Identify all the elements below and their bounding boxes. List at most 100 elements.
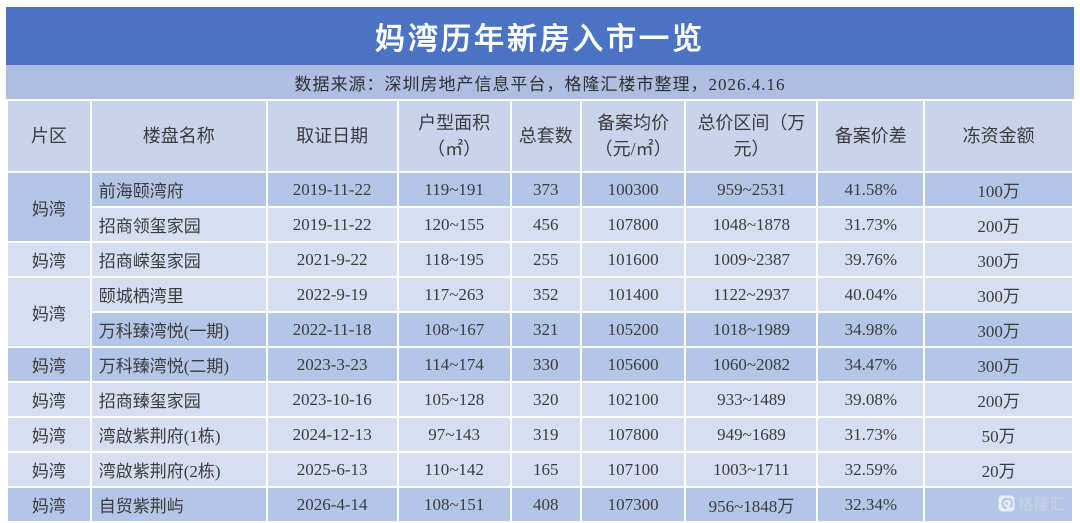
cell-unit-area: 97~143 bbox=[398, 418, 510, 451]
cell-total-units: 352 bbox=[511, 278, 580, 311]
col-header-unit-area: 户型面积（㎡） bbox=[398, 101, 510, 171]
cell-frozen-funds: 20万 bbox=[925, 453, 1072, 486]
cell-price-diff: 34.98% bbox=[818, 313, 924, 346]
cell-permit-date: 2026-4-14 bbox=[267, 488, 397, 521]
cell-total-units: 165 bbox=[511, 453, 580, 486]
cell-project-name: 万科臻湾悦(二期) bbox=[91, 348, 266, 381]
table-row: 妈湾 湾啟紫荆府(2栋) 2025-6-13 110~142 165 10710… bbox=[8, 453, 1072, 486]
cell-permit-date: 2021-9-22 bbox=[267, 243, 397, 276]
cell-total-units: 319 bbox=[511, 418, 580, 451]
table-row: 妈湾 前海颐湾府 2019-11-22 119~191 373 100300 9… bbox=[8, 173, 1072, 241]
cell-permit-date: 2023-3-23 bbox=[267, 348, 397, 381]
table-row: 妈湾 湾啟紫荆府(1栋) 2024-12-13 97~143 319 10780… bbox=[8, 418, 1072, 451]
cell-avg-price: 100300 bbox=[581, 173, 685, 206]
cell-price-range: 949~1689 bbox=[686, 418, 817, 451]
cell-permit-date: 2025-6-13 bbox=[267, 453, 397, 486]
cell-price-range: 956~1848万 bbox=[686, 488, 817, 521]
cell-total-units: 456 bbox=[511, 208, 580, 241]
cell-unit-area: 120~155 bbox=[398, 208, 510, 241]
table-row: 妈湾 万科臻湾悦(二期) 2023-3-23 114~174 330 10560… bbox=[8, 348, 1072, 381]
cell-district: 妈湾 bbox=[8, 173, 90, 241]
col-header-district: 片区 bbox=[8, 101, 90, 171]
cell-project-name: 招商臻玺家园 bbox=[91, 383, 266, 416]
cell-price-diff: 34.47% bbox=[818, 348, 924, 381]
listings-table: 片区 楼盘名称 取证日期 户型面积（㎡） 总套数 备案均价（元/㎡） 总价区间（… bbox=[6, 99, 1074, 523]
cell-price-range: 1048~1878 bbox=[686, 208, 817, 241]
table-row: 招商领玺家园 2019-11-22 120~155 456 107800 104… bbox=[8, 208, 1072, 241]
cell-project-name: 万科臻湾悦(一期) bbox=[91, 313, 266, 346]
cell-avg-price: 107100 bbox=[581, 453, 685, 486]
cell-project-name: 招商领玺家园 bbox=[91, 208, 266, 241]
cell-district: 妈湾 bbox=[8, 278, 90, 346]
cell-avg-price: 102100 bbox=[581, 383, 685, 416]
cell-avg-price: 107800 bbox=[581, 208, 685, 241]
cell-frozen-funds: 300万 bbox=[925, 348, 1072, 381]
cell-price-diff: 41.58% bbox=[818, 173, 924, 206]
col-header-frozen-funds: 冻资金额 bbox=[925, 101, 1072, 171]
cell-avg-price: 105200 bbox=[581, 313, 685, 346]
col-header-project-name: 楼盘名称 bbox=[91, 101, 266, 171]
cell-project-name: 颐城栖湾里 bbox=[91, 278, 266, 311]
cell-total-units: 330 bbox=[511, 348, 580, 381]
cell-unit-area: 118~195 bbox=[398, 243, 510, 276]
cell-avg-price: 101600 bbox=[581, 243, 685, 276]
cell-project-name: 招商嵘玺家园 bbox=[91, 243, 266, 276]
cell-price-diff: 31.73% bbox=[818, 418, 924, 451]
cell-unit-area: 110~142 bbox=[398, 453, 510, 486]
cell-price-diff: 40.04% bbox=[818, 278, 924, 311]
cell-unit-area: 105~128 bbox=[398, 383, 510, 416]
cell-district: 妈湾 bbox=[8, 418, 90, 451]
page-title: 妈湾历年新房入市一览 bbox=[375, 23, 705, 56]
cell-frozen-funds bbox=[925, 488, 1072, 521]
cell-district: 妈湾 bbox=[8, 453, 90, 486]
cell-price-diff: 39.08% bbox=[818, 383, 924, 416]
cell-price-range: 1060~2082 bbox=[686, 348, 817, 381]
cell-project-name: 湾啟紫荆府(1栋) bbox=[91, 418, 266, 451]
cell-frozen-funds: 100万 bbox=[925, 173, 1072, 206]
cell-avg-price: 101400 bbox=[581, 278, 685, 311]
cell-price-range: 959~2531 bbox=[686, 173, 817, 206]
col-header-price-range: 总价区间（万元） bbox=[686, 101, 817, 171]
cell-price-diff: 39.76% bbox=[818, 243, 924, 276]
cell-permit-date: 2019-11-22 bbox=[267, 173, 397, 206]
header-row: 片区 楼盘名称 取证日期 户型面积（㎡） 总套数 备案均价（元/㎡） 总价区间（… bbox=[8, 101, 1072, 171]
cell-price-diff: 32.34% bbox=[818, 488, 924, 521]
col-header-total-units: 总套数 bbox=[511, 101, 580, 171]
table-row: 妈湾 招商臻玺家园 2023-10-16 105~128 320 102100 … bbox=[8, 383, 1072, 416]
cell-permit-date: 2022-9-19 bbox=[267, 278, 397, 311]
cell-total-units: 255 bbox=[511, 243, 580, 276]
cell-permit-date: 2024-12-13 bbox=[267, 418, 397, 451]
data-source-text: 数据来源：深圳房地产信息平台，格隆汇楼市整理，2026.4.16 bbox=[294, 74, 786, 94]
cell-unit-area: 119~191 bbox=[398, 173, 510, 206]
data-source-bar: 数据来源：深圳房地产信息平台，格隆汇楼市整理，2026.4.16 bbox=[6, 65, 1074, 99]
cell-total-units: 408 bbox=[511, 488, 580, 521]
cell-price-range: 1003~1711 bbox=[686, 453, 817, 486]
table-row: 妈湾 颐城栖湾里 2022-9-19 117~263 352 101400 11… bbox=[8, 278, 1072, 346]
table-row: 妈湾 自贸紫荆屿 2026-4-14 108~151 408 107300 95… bbox=[8, 488, 1072, 521]
cell-district: 妈湾 bbox=[8, 488, 90, 521]
table-row: 万科臻湾悦(一期) 2022-11-18 108~167 321 105200 … bbox=[8, 313, 1072, 346]
col-header-avg-price: 备案均价（元/㎡） bbox=[581, 101, 685, 171]
cell-unit-area: 108~151 bbox=[398, 488, 510, 521]
cell-permit-date: 2019-11-22 bbox=[267, 208, 397, 241]
cell-permit-date: 2022-11-18 bbox=[267, 313, 397, 346]
cell-total-units: 321 bbox=[511, 313, 580, 346]
cell-price-diff: 32.59% bbox=[818, 453, 924, 486]
cell-project-name: 自贸紫荆屿 bbox=[91, 488, 266, 521]
cell-avg-price: 107300 bbox=[581, 488, 685, 521]
col-header-permit-date: 取证日期 bbox=[267, 101, 397, 171]
cell-total-units: 373 bbox=[511, 173, 580, 206]
cell-frozen-funds: 50万 bbox=[925, 418, 1072, 451]
cell-permit-date: 2023-10-16 bbox=[267, 383, 397, 416]
cell-frozen-funds: 200万 bbox=[925, 383, 1072, 416]
cell-unit-area: 117~263 bbox=[398, 278, 510, 311]
cell-frozen-funds: 300万 bbox=[925, 278, 1072, 311]
cell-district: 妈湾 bbox=[8, 348, 90, 381]
cell-price-range: 1009~2387 bbox=[686, 243, 817, 276]
table-row: 妈湾 招商嵘玺家园 2021-9-22 118~195 255 101600 1… bbox=[8, 243, 1072, 276]
col-header-price-diff: 备案价差 bbox=[818, 101, 924, 171]
cell-unit-area: 114~174 bbox=[398, 348, 510, 381]
cell-avg-price: 107800 bbox=[581, 418, 685, 451]
cell-district: 妈湾 bbox=[8, 383, 90, 416]
